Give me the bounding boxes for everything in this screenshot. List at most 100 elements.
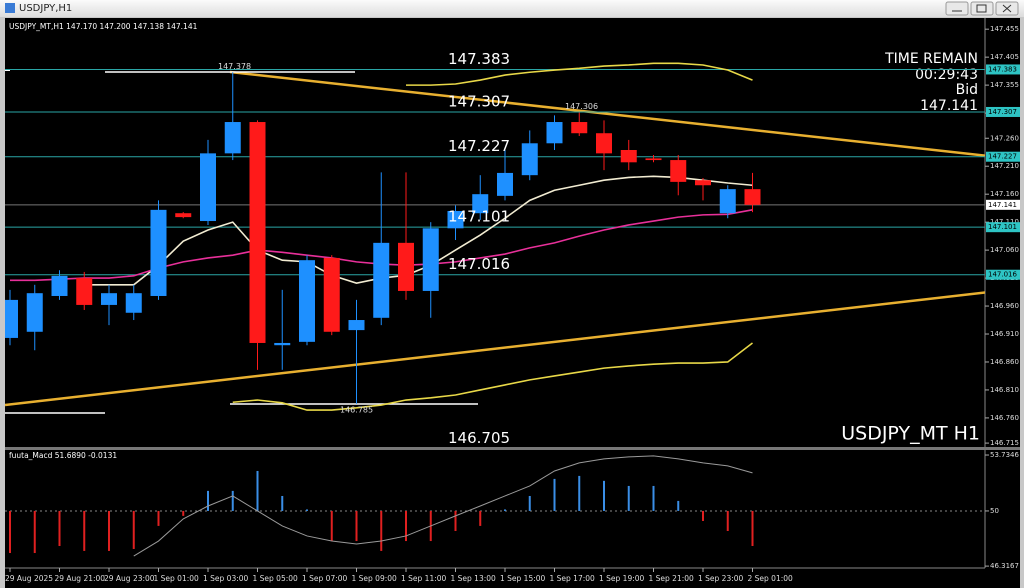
price-tag [986, 269, 1020, 280]
candle-body [323, 257, 340, 332]
bid-value: 147.141 [920, 98, 978, 114]
y-tick-label: 147.110 [990, 218, 1019, 226]
trend-lines [5, 69, 985, 414]
candle-body [26, 293, 43, 332]
candle-body [670, 160, 687, 182]
bid-tag-label: 147.141 [988, 201, 1017, 209]
candle-body [719, 189, 736, 214]
candle-body [200, 153, 216, 222]
x-tick-label: 29 Aug 21:00 [55, 574, 106, 583]
window-icon [5, 3, 15, 13]
candle-body [76, 278, 93, 305]
y-tick-label: 50 [990, 507, 999, 515]
x-tick-label: 1 Sep 07:00 [302, 574, 348, 583]
candle-body [571, 122, 588, 134]
candle-body [596, 133, 612, 154]
candle-body [348, 320, 365, 331]
indicator-line [406, 62, 753, 86]
y-tick-label: 146.760 [990, 414, 1019, 422]
y-tick-label: 147.455 [990, 25, 1019, 33]
chart-header: USDJPY_MT,H1 147.170 147.200 147.138 147… [9, 22, 198, 31]
y-tick-label: 147.210 [990, 162, 1019, 170]
x-tick-label: 1 Sep 21:00 [649, 574, 695, 583]
y-tick-label: 146.810 [990, 386, 1019, 394]
close-icon [1002, 4, 1012, 13]
candle-body [51, 275, 68, 296]
title-bar [0, 0, 1024, 17]
bid-tag [986, 199, 1020, 210]
x-tick-label: 29 Aug 2025 [5, 574, 53, 583]
x-tick-label: 1 Sep 19:00 [599, 574, 645, 583]
candle-body [101, 293, 117, 305]
candle-body [175, 213, 192, 218]
x-tick-label: 1 Sep 23:00 [698, 574, 744, 583]
candle-body [472, 194, 489, 214]
indicator-header: fuuta_Macd 51.6890 -0.0131 [9, 451, 117, 460]
x-tick-label: 1 Sep 13:00 [451, 574, 497, 583]
price-tag [986, 222, 1020, 233]
level-label: 146.705 [448, 429, 510, 447]
level-label: 147.016 [448, 255, 510, 273]
level-label: 147.383 [448, 50, 510, 68]
x-tick-label: 1 Sep 03:00 [203, 574, 249, 583]
y-tick-label: 146.860 [990, 358, 1019, 366]
price-annotation: 146.785 [340, 405, 373, 414]
y-tick-label: 146.910 [990, 330, 1019, 338]
candle-body [5, 299, 18, 338]
y-tick-label: 147.355 [990, 81, 1019, 89]
price-tag [986, 64, 1020, 75]
y-tick-label: 146.960 [990, 302, 1019, 310]
candle-body [521, 143, 538, 176]
price-tag [986, 106, 1020, 117]
price-tag-label: 147.383 [988, 65, 1017, 73]
window-title: USDJPY,H1 [19, 3, 72, 14]
x-tick-label: 1 Sep 05:00 [253, 574, 299, 583]
x-tick-label: 1 Sep 15:00 [500, 574, 546, 583]
y-tick-label: 147.060 [990, 246, 1019, 254]
candle-body [422, 228, 439, 291]
candle-body [546, 122, 563, 144]
minimize-button[interactable] [945, 1, 969, 16]
y-tick-label: 146.715 [990, 439, 1019, 447]
bid-label: Bid [956, 82, 978, 98]
candle-body [645, 158, 662, 161]
subwindow-separator [5, 447, 1020, 450]
candle-body [695, 180, 711, 186]
candle-body [224, 122, 241, 154]
maximize-button[interactable] [970, 1, 994, 16]
candle-body [274, 342, 291, 346]
trend-line [5, 291, 985, 407]
x-tick-label: 1 Sep 09:00 [352, 574, 398, 583]
price-tag-label: 147.101 [988, 223, 1017, 231]
y-tick-label: 147.405 [990, 53, 1019, 61]
signal-line [133, 455, 753, 557]
x-tick-label: 29 Aug 23:00 [104, 574, 155, 583]
price-annotation: 147.306 [565, 102, 598, 111]
candle-body [497, 172, 513, 196]
price-annotation: 147.378 [218, 62, 251, 71]
trend-line [229, 70, 985, 157]
candle-body [299, 260, 315, 342]
candle-body [447, 210, 464, 229]
x-tick-label: 1 Sep 11:00 [401, 574, 447, 583]
indicator-plot [5, 455, 985, 557]
time-remain: 00:29:43 [915, 67, 978, 83]
main-plot [5, 62, 985, 411]
level-label: 147.227 [448, 137, 510, 155]
price-tag [986, 151, 1020, 162]
price-tag-label: 147.307 [988, 108, 1017, 116]
candle-body [398, 242, 414, 291]
y-tick-label: 53.7346 [990, 451, 1019, 459]
x-tick-label: 1 Sep 17:00 [550, 574, 596, 583]
y-tick-label: 147.160 [990, 190, 1019, 198]
candle-body [249, 122, 266, 343]
window-buttons[interactable] [945, 1, 1019, 16]
symbol-label: USDJPY_MT H1 [841, 423, 980, 445]
x-tick-label: 1 Sep 01:00 [154, 574, 200, 583]
candle-body [125, 293, 142, 313]
level-label: 147.307 [448, 92, 510, 110]
level-label: 147.101 [448, 208, 510, 226]
indicator-line [84, 175, 753, 286]
price-tag-label: 147.016 [988, 271, 1017, 279]
